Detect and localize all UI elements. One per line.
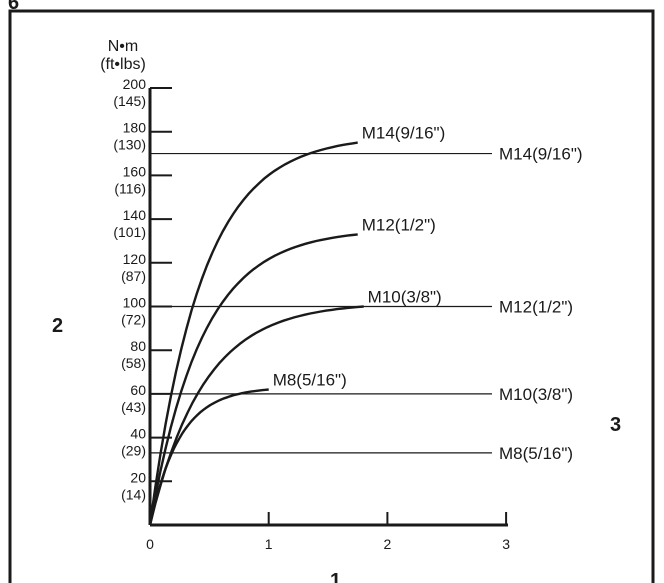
y-tick-label: 80 [130,338,146,354]
y-tick-alt-label: (29) [121,443,146,459]
reference-label: M12(1/2") [499,298,573,317]
y-tick-label: 20 [130,469,146,485]
y-tick-alt-label: (43) [121,399,146,415]
y-tick-alt-label: (145) [113,93,146,109]
y-tick-label: 60 [130,382,146,398]
curve-m14-9-16 [148,141,358,526]
y-axis-title: N•m [108,38,138,55]
y-tick-alt-label: (116) [114,180,146,196]
reference-marker: 3 [610,414,621,436]
curve-m10-3-8 [148,305,364,526]
curve-m12-1-2 [148,233,358,526]
y-tick-label: 200 [123,76,147,92]
y-tick-label: 100 [123,295,147,311]
y-tick-label: 0 [146,536,154,552]
y-tick-alt-label: (14) [121,486,146,502]
figure-frame [8,9,655,583]
y-tick-label: 180 [123,120,147,136]
y-axis-marker: 2 [52,315,63,337]
figure-number: 6 [8,0,19,14]
y-tick-alt-label: (87) [121,268,146,284]
y-tick-alt-label: (130) [113,137,146,153]
y-axis-subtitle: (ft•lbs) [100,56,146,73]
y-tick-alt-label: (72) [121,312,146,328]
reference-label: M8(5/16") [499,444,573,463]
x-tick-label: 2 [384,536,392,552]
curve-label: M8(5/16") [273,371,347,390]
curve-label: M10(3/8") [368,288,442,307]
y-tick-label: 140 [123,207,147,223]
reference-label: M10(3/8") [499,385,573,404]
y-tick-label: 120 [123,251,147,267]
curve-label: M14(9/16") [362,124,446,143]
x-tick-label: 3 [502,536,510,552]
y-tick-label: 160 [123,163,147,179]
reference-label: M14(9/16") [499,145,583,164]
y-tick-label: 40 [130,426,146,442]
x-tick-label: 1 [265,536,273,552]
y-tick-alt-label: (101) [113,224,146,240]
curve-label: M12(1/2") [362,215,436,234]
x-axis-marker: 1 [330,570,341,583]
y-tick-alt-label: (58) [121,355,146,371]
